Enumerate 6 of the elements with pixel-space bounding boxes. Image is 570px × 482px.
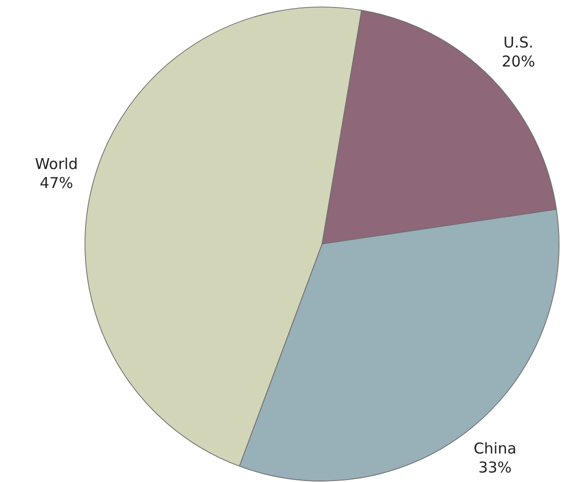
data-label: 33% <box>478 458 512 477</box>
data-label: 47% <box>40 174 74 192</box>
slice-label: China <box>474 440 516 458</box>
slice-label: U.S. <box>503 34 534 52</box>
slice-label: World <box>34 154 78 173</box>
data-label: 20% <box>502 52 536 71</box>
